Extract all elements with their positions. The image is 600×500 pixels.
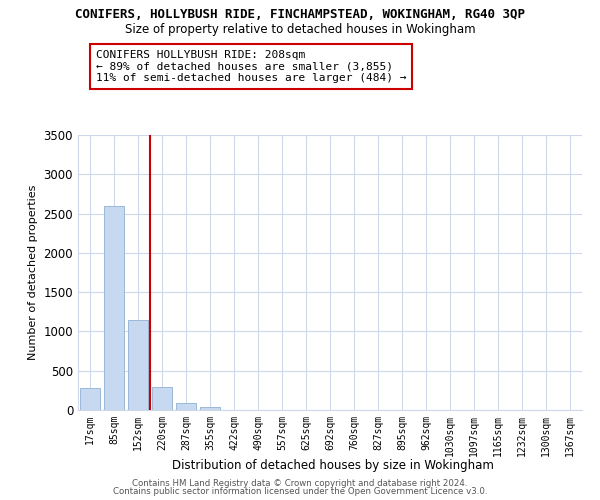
Text: Size of property relative to detached houses in Wokingham: Size of property relative to detached ho…	[125, 22, 475, 36]
Y-axis label: Number of detached properties: Number of detached properties	[28, 185, 38, 360]
Bar	[104, 206, 124, 410]
Bar	[176, 404, 196, 410]
Text: Distribution of detached houses by size in Wokingham: Distribution of detached houses by size …	[172, 460, 494, 472]
Bar	[152, 387, 172, 410]
Text: Contains public sector information licensed under the Open Government Licence v3: Contains public sector information licen…	[113, 487, 487, 496]
Text: Contains HM Land Registry data © Crown copyright and database right 2024.: Contains HM Land Registry data © Crown c…	[132, 478, 468, 488]
Text: CONIFERS HOLLYBUSH RIDE: 208sqm
← 89% of detached houses are smaller (3,855)
11%: CONIFERS HOLLYBUSH RIDE: 208sqm ← 89% of…	[96, 50, 407, 83]
Text: CONIFERS, HOLLYBUSH RIDE, FINCHAMPSTEAD, WOKINGHAM, RG40 3QP: CONIFERS, HOLLYBUSH RIDE, FINCHAMPSTEAD,…	[75, 8, 525, 20]
Bar	[200, 407, 220, 410]
Bar	[128, 320, 148, 410]
Bar	[80, 388, 100, 410]
